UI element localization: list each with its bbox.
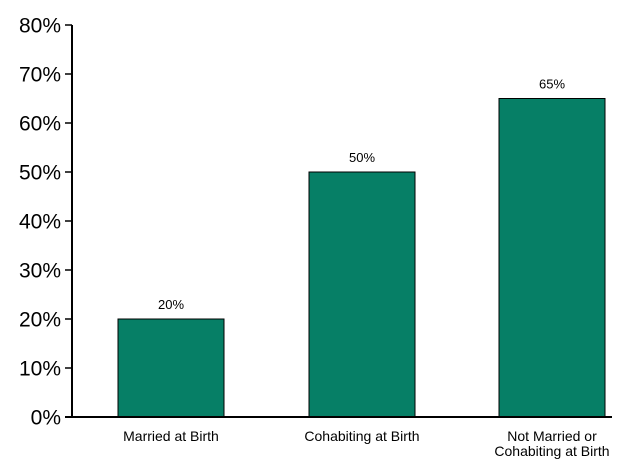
bars (117, 98, 606, 418)
y-tick-label: 60% (19, 113, 61, 136)
x-tick-label: Married at Birth (123, 428, 219, 444)
bar (308, 171, 416, 418)
y-tick-label: 50% (19, 162, 61, 185)
y-tick-label: 10% (19, 358, 61, 381)
data-label: 20% (158, 297, 184, 312)
y-tick-label: 20% (19, 309, 61, 332)
x-axis-labels: Married at Birth Cohabiting at Birth Not M… (123, 428, 609, 459)
bar (498, 98, 606, 418)
data-label: 50% (349, 150, 375, 165)
x-tick-label: Cohabiting at Birth (304, 428, 419, 444)
axes (65, 25, 612, 418)
y-tick-label: 80% (19, 15, 61, 38)
y-axis-ticks: 0% 10% 20% 30% 40% 50% 60% 70% 80% (19, 15, 72, 430)
y-tick-label: 0% (31, 407, 61, 430)
x-tick-label: Not Married or (507, 428, 597, 444)
data-label: 65% (539, 77, 565, 92)
x-tick-label: Cohabiting at Birth (494, 443, 609, 459)
data-labels: 20% 50% 65% (158, 77, 565, 313)
y-tick-label: 40% (19, 211, 61, 234)
y-tick-label: 70% (19, 64, 61, 87)
bar (117, 318, 225, 418)
y-tick-label: 30% (19, 260, 61, 283)
